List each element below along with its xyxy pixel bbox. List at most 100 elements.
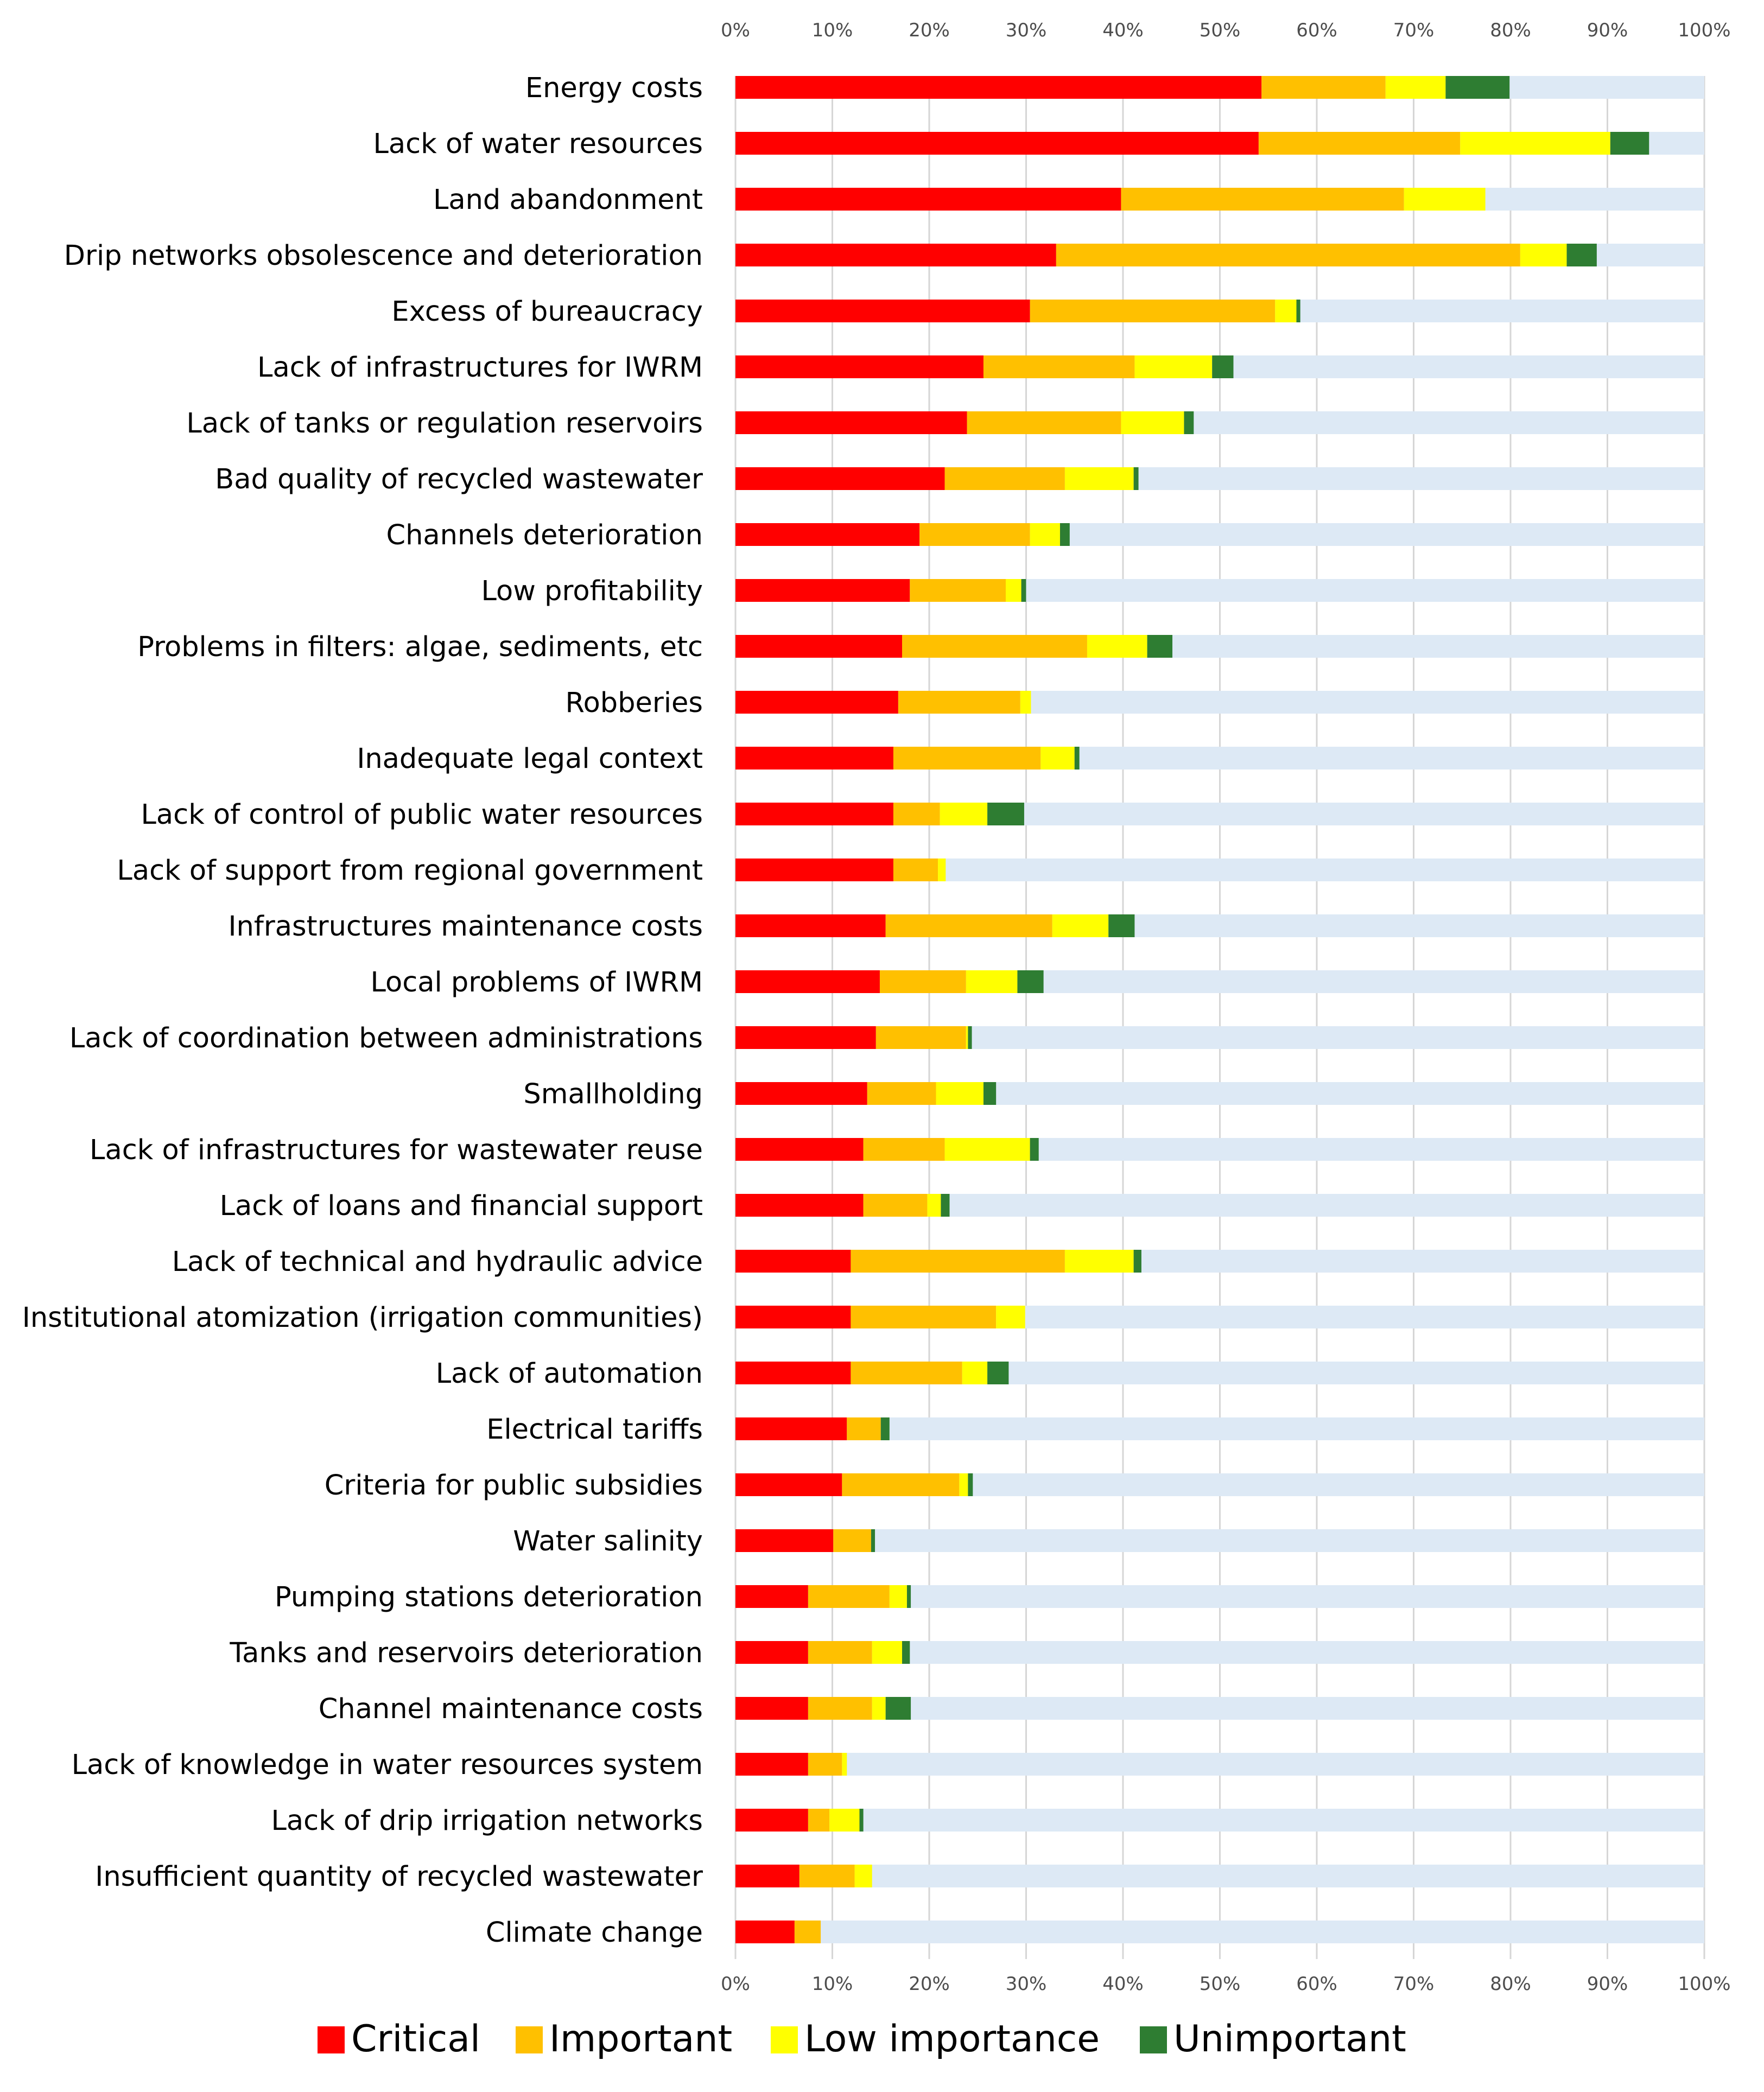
category-label: Lack of loans and financial support <box>220 1190 703 1222</box>
bar-segment-critical <box>735 1082 867 1105</box>
category-label: Institutional atomization (irrigation co… <box>22 1302 703 1334</box>
category-label: Water salinity <box>513 1525 703 1557</box>
legend-label: Critical <box>351 2018 480 2061</box>
bar-segment-low-importance <box>944 1138 1030 1161</box>
bar-segment-important <box>833 1529 871 1552</box>
x-tick-label-bottom: 40% <box>1102 1973 1144 1995</box>
bar-segment-unimportant <box>1212 355 1234 378</box>
bar-segment-remainder <box>735 1529 1704 1552</box>
category-label: Smallholding <box>523 1078 703 1110</box>
bar-segment-critical <box>735 859 893 881</box>
category-label: Lack of control of public water resource… <box>141 799 703 831</box>
bar-segment-important <box>1056 244 1520 266</box>
bar-segment-unimportant <box>1030 1138 1039 1161</box>
category-label: Inadequate legal context <box>357 743 703 775</box>
category-label: Drip networks obsolescence and deteriora… <box>64 240 703 272</box>
bar-segment-unimportant <box>1017 970 1044 993</box>
bar-segment-low-importance <box>1052 914 1109 937</box>
category-label: Lack of infrastructures for wastewater r… <box>90 1134 703 1166</box>
bar-segment-low-importance <box>842 1753 847 1776</box>
bar-segment-important <box>910 579 1006 602</box>
bar-segment-remainder <box>735 1921 1704 1943</box>
x-tick-label-bottom: 90% <box>1587 1973 1628 1995</box>
bar-segment-unimportant <box>968 1473 973 1496</box>
legend-swatch <box>318 2026 345 2053</box>
bar-segment-important <box>893 803 940 825</box>
bar-segment-critical <box>735 1362 851 1384</box>
bar-segment-unimportant <box>1184 411 1194 434</box>
bar-segment-important <box>885 914 1052 937</box>
category-labels: Energy costs Lack of water resources Land … <box>22 72 703 1949</box>
bar-segment-important <box>851 1306 997 1328</box>
bar-segment-unimportant <box>1133 467 1139 490</box>
bar-segment-low-importance <box>872 1641 903 1664</box>
bar-segment-low-importance <box>1520 244 1567 266</box>
bar-segment-important <box>842 1473 960 1496</box>
bar-segment-important <box>794 1921 821 1943</box>
category-label: Bad quality of recycled wastewater <box>215 463 703 495</box>
bar-segment-important <box>851 1362 962 1384</box>
x-tick-label-bottom: 80% <box>1490 1973 1531 1995</box>
bar-segment-critical <box>735 467 945 490</box>
bar-segment-unimportant <box>859 1809 864 1832</box>
category-label: Insufficient quantity of recycled wastew… <box>95 1861 703 1893</box>
category-label: Problems in filters: algae, sediments, e… <box>137 631 703 663</box>
bar-segment-low-importance <box>1385 76 1446 99</box>
category-label: Channels deterioration <box>386 519 703 551</box>
bar-segment-important <box>879 970 966 993</box>
bar-segment-unimportant <box>987 803 1024 825</box>
category-label: Energy costs <box>525 72 703 104</box>
bar-segment-remainder <box>735 1809 1704 1832</box>
bar-segment-critical <box>735 1250 851 1273</box>
bar-segment-important <box>1030 300 1276 322</box>
bar-segment-low-importance <box>1134 355 1213 378</box>
category-label: Lack of coordination between administrat… <box>69 1022 703 1054</box>
bar-segment-important <box>893 747 1041 770</box>
x-tick-label-top: 60% <box>1296 20 1337 41</box>
bar-segment-important <box>967 411 1121 434</box>
bar-segment-critical <box>735 244 1056 266</box>
bar-segment-important <box>919 523 1030 546</box>
bar-segment-critical <box>735 411 967 434</box>
bar-segment-important <box>893 859 938 881</box>
legend: Critical Important Low importance Unimporta… <box>318 2018 1406 2061</box>
bar-segment-unimportant <box>885 1697 911 1720</box>
legend-swatch <box>516 2026 543 2053</box>
bar-segment-critical <box>735 1753 808 1776</box>
bar-segment-remainder <box>735 1865 1704 1887</box>
bar-segment-low-importance <box>962 1362 988 1384</box>
bar-segment-critical <box>735 188 1121 211</box>
bar-segment-important <box>983 355 1135 378</box>
bar-segment-unimportant <box>1296 300 1300 322</box>
bar-segment-important <box>898 691 1020 714</box>
legend-label: Unimportant <box>1173 2018 1406 2061</box>
bar-segment-low-importance <box>1006 579 1021 602</box>
x-tick-label-bottom: 30% <box>1006 1973 1047 1995</box>
x-tick-label-top: 80% <box>1490 20 1531 41</box>
bar-segment-unimportant <box>987 1362 1009 1384</box>
bar-segment-important <box>863 1138 945 1161</box>
bar-segment-low-importance <box>996 1306 1025 1328</box>
bar-segment-remainder <box>735 1417 1704 1440</box>
category-label: Pumping stations deterioration <box>275 1581 703 1613</box>
bar-segment-unimportant <box>906 1585 911 1608</box>
legend-label: Low importance <box>804 2018 1100 2061</box>
category-label: Climate change <box>486 1917 703 1949</box>
bar-segment-low-importance <box>936 1082 983 1105</box>
bar-segment-critical <box>735 1641 808 1664</box>
x-tick-label-top: 50% <box>1200 20 1241 41</box>
x-tick-label-top: 0% <box>721 20 750 41</box>
legend-swatch <box>1140 2026 1167 2053</box>
x-tick-label-bottom: 0% <box>721 1973 750 1995</box>
bar-segment-low-importance <box>1121 411 1184 434</box>
bar-segment-critical <box>735 1194 864 1217</box>
category-label: Robberies <box>565 687 703 719</box>
x-tick-label-top: 20% <box>909 20 950 41</box>
bar-segment-critical <box>735 1585 808 1608</box>
bar-segment-critical <box>735 803 893 825</box>
bars <box>735 76 1704 1943</box>
x-tick-label-top: 90% <box>1587 20 1628 41</box>
bar-segment-important <box>863 1194 928 1217</box>
